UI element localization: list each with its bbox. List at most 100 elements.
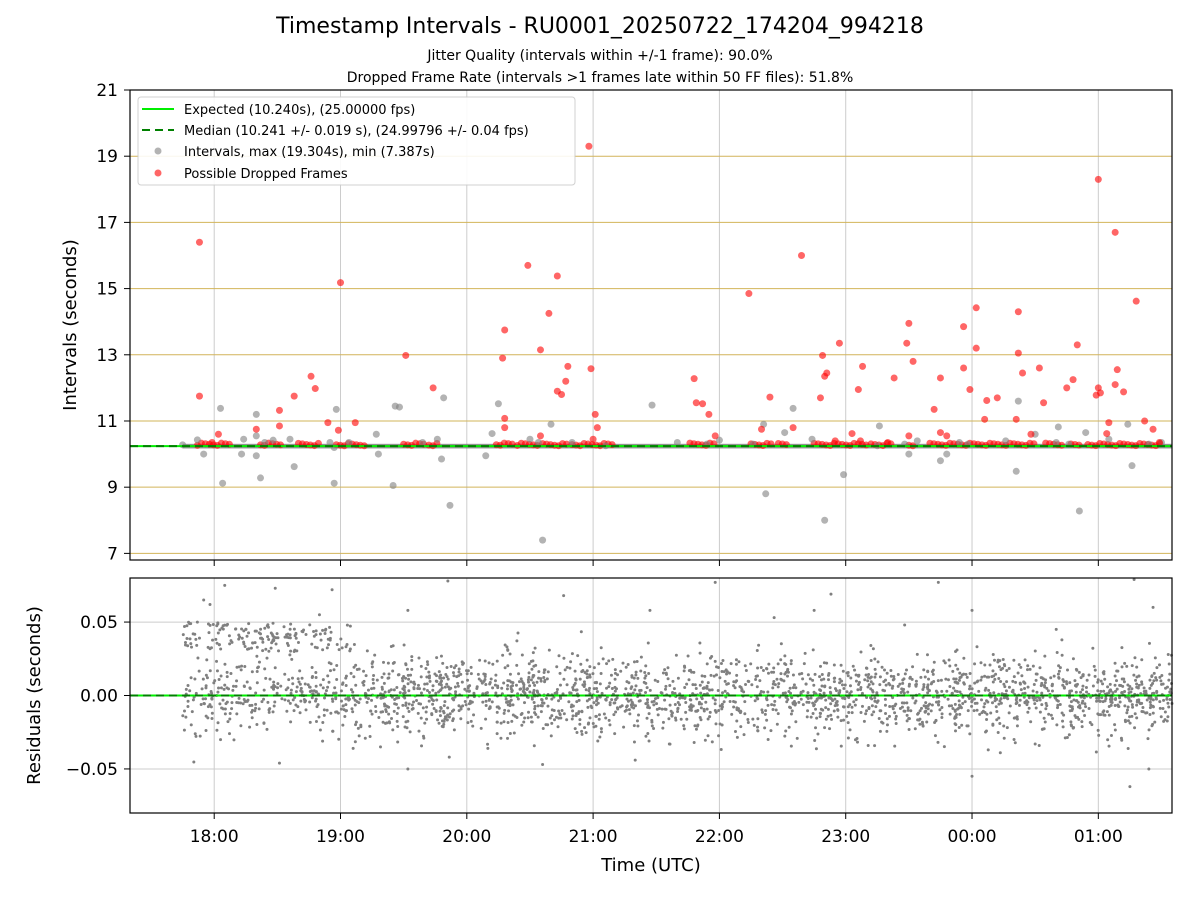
residual-point (873, 675, 877, 679)
dropped-frame-point (930, 405, 938, 413)
residual-point (382, 672, 386, 676)
residual-point (1147, 767, 1151, 771)
residual-point (784, 663, 788, 667)
residual-point (1079, 676, 1083, 680)
residual-point (1128, 684, 1132, 688)
residual-point (280, 697, 284, 701)
residual-point (623, 709, 627, 713)
dropped-frame-point (195, 238, 203, 246)
residual-point (710, 740, 714, 744)
residual-point (756, 697, 760, 701)
residual-point (919, 675, 923, 679)
residual-point (997, 716, 1001, 720)
residual-point (853, 738, 857, 742)
residual-point (857, 680, 861, 684)
residual-point (663, 668, 667, 672)
residual-point (592, 687, 596, 691)
dropped-frame-point (884, 439, 892, 446)
dropped-frame-point (981, 415, 989, 423)
residual-point (846, 721, 850, 725)
residual-point (184, 715, 188, 719)
residual-point (500, 686, 504, 690)
residual-point (396, 673, 400, 677)
interval-point (1128, 462, 1136, 470)
dropped-frame-point (307, 372, 315, 380)
dropped-frame-point (905, 319, 913, 327)
residual-point (344, 709, 348, 713)
residual-point (253, 641, 257, 645)
dropped-frame-point (993, 394, 1001, 402)
interval-point (374, 450, 382, 458)
residual-point (718, 676, 722, 680)
intervals-y-tick-label: 13 (96, 346, 118, 366)
residual-point (515, 639, 519, 643)
dropped-frame-point (524, 261, 532, 269)
jitter-quality-subtitle: Jitter Quality (intervals within +/-1 fr… (427, 48, 773, 64)
residual-point (1058, 666, 1062, 670)
dropped-frame-point (1155, 439, 1163, 446)
residual-point (508, 731, 512, 735)
residual-point (934, 700, 938, 704)
residual-point (1099, 679, 1103, 683)
residual-point (982, 705, 986, 709)
residual-point (362, 669, 366, 673)
residual-point (1151, 722, 1155, 726)
residual-point (926, 669, 930, 673)
residual-point (495, 659, 499, 663)
residual-point (906, 708, 910, 712)
residual-point (887, 682, 891, 686)
interval-point (955, 439, 963, 446)
residual-point (1114, 696, 1118, 700)
residual-point (685, 717, 689, 721)
dropped-frame-point (903, 339, 911, 347)
residual-point (1001, 657, 1005, 661)
residual-point (948, 664, 952, 668)
residual-point (733, 700, 737, 704)
residual-point (1106, 738, 1110, 742)
residual-point (648, 608, 652, 612)
residual-point (946, 678, 950, 682)
residual-point (328, 669, 332, 673)
residual-point (1055, 651, 1059, 655)
residual-point (1002, 736, 1006, 740)
residual-point (536, 704, 540, 708)
residual-point (761, 668, 765, 672)
residual-point (918, 709, 922, 713)
residual-point (661, 671, 665, 675)
residual-point (773, 683, 777, 687)
dropped-frame-point (290, 392, 298, 400)
residual-point (240, 636, 244, 640)
residual-point (967, 697, 971, 701)
residual-point (506, 721, 510, 725)
residual-point (599, 671, 603, 675)
residual-point (635, 659, 639, 663)
residual-point (352, 642, 356, 646)
dropped-frame-point (499, 354, 507, 362)
residual-point (314, 719, 318, 723)
residual-point (358, 697, 362, 701)
interval-point (568, 439, 576, 446)
residual-point (992, 691, 996, 695)
residual-point (296, 705, 300, 709)
residual-point (1150, 674, 1154, 678)
residual-point (228, 642, 232, 646)
residual-point (370, 665, 374, 669)
residual-point (288, 701, 292, 705)
residual-point (753, 699, 757, 703)
interval-point (539, 536, 547, 544)
residual-point (1069, 700, 1073, 704)
residual-point (341, 723, 345, 727)
residual-point (182, 625, 186, 629)
residual-point (611, 657, 615, 661)
residual-point (968, 732, 972, 736)
residual-point (694, 727, 698, 731)
residual-point (580, 729, 584, 733)
interval-point (943, 450, 951, 458)
intervals-y-tick-label: 11 (96, 412, 118, 432)
residual-point (529, 715, 533, 719)
residual-point (531, 659, 535, 663)
residual-point (987, 688, 991, 692)
residual-point (885, 729, 889, 733)
residual-point (860, 704, 864, 708)
residual-point (865, 709, 869, 713)
